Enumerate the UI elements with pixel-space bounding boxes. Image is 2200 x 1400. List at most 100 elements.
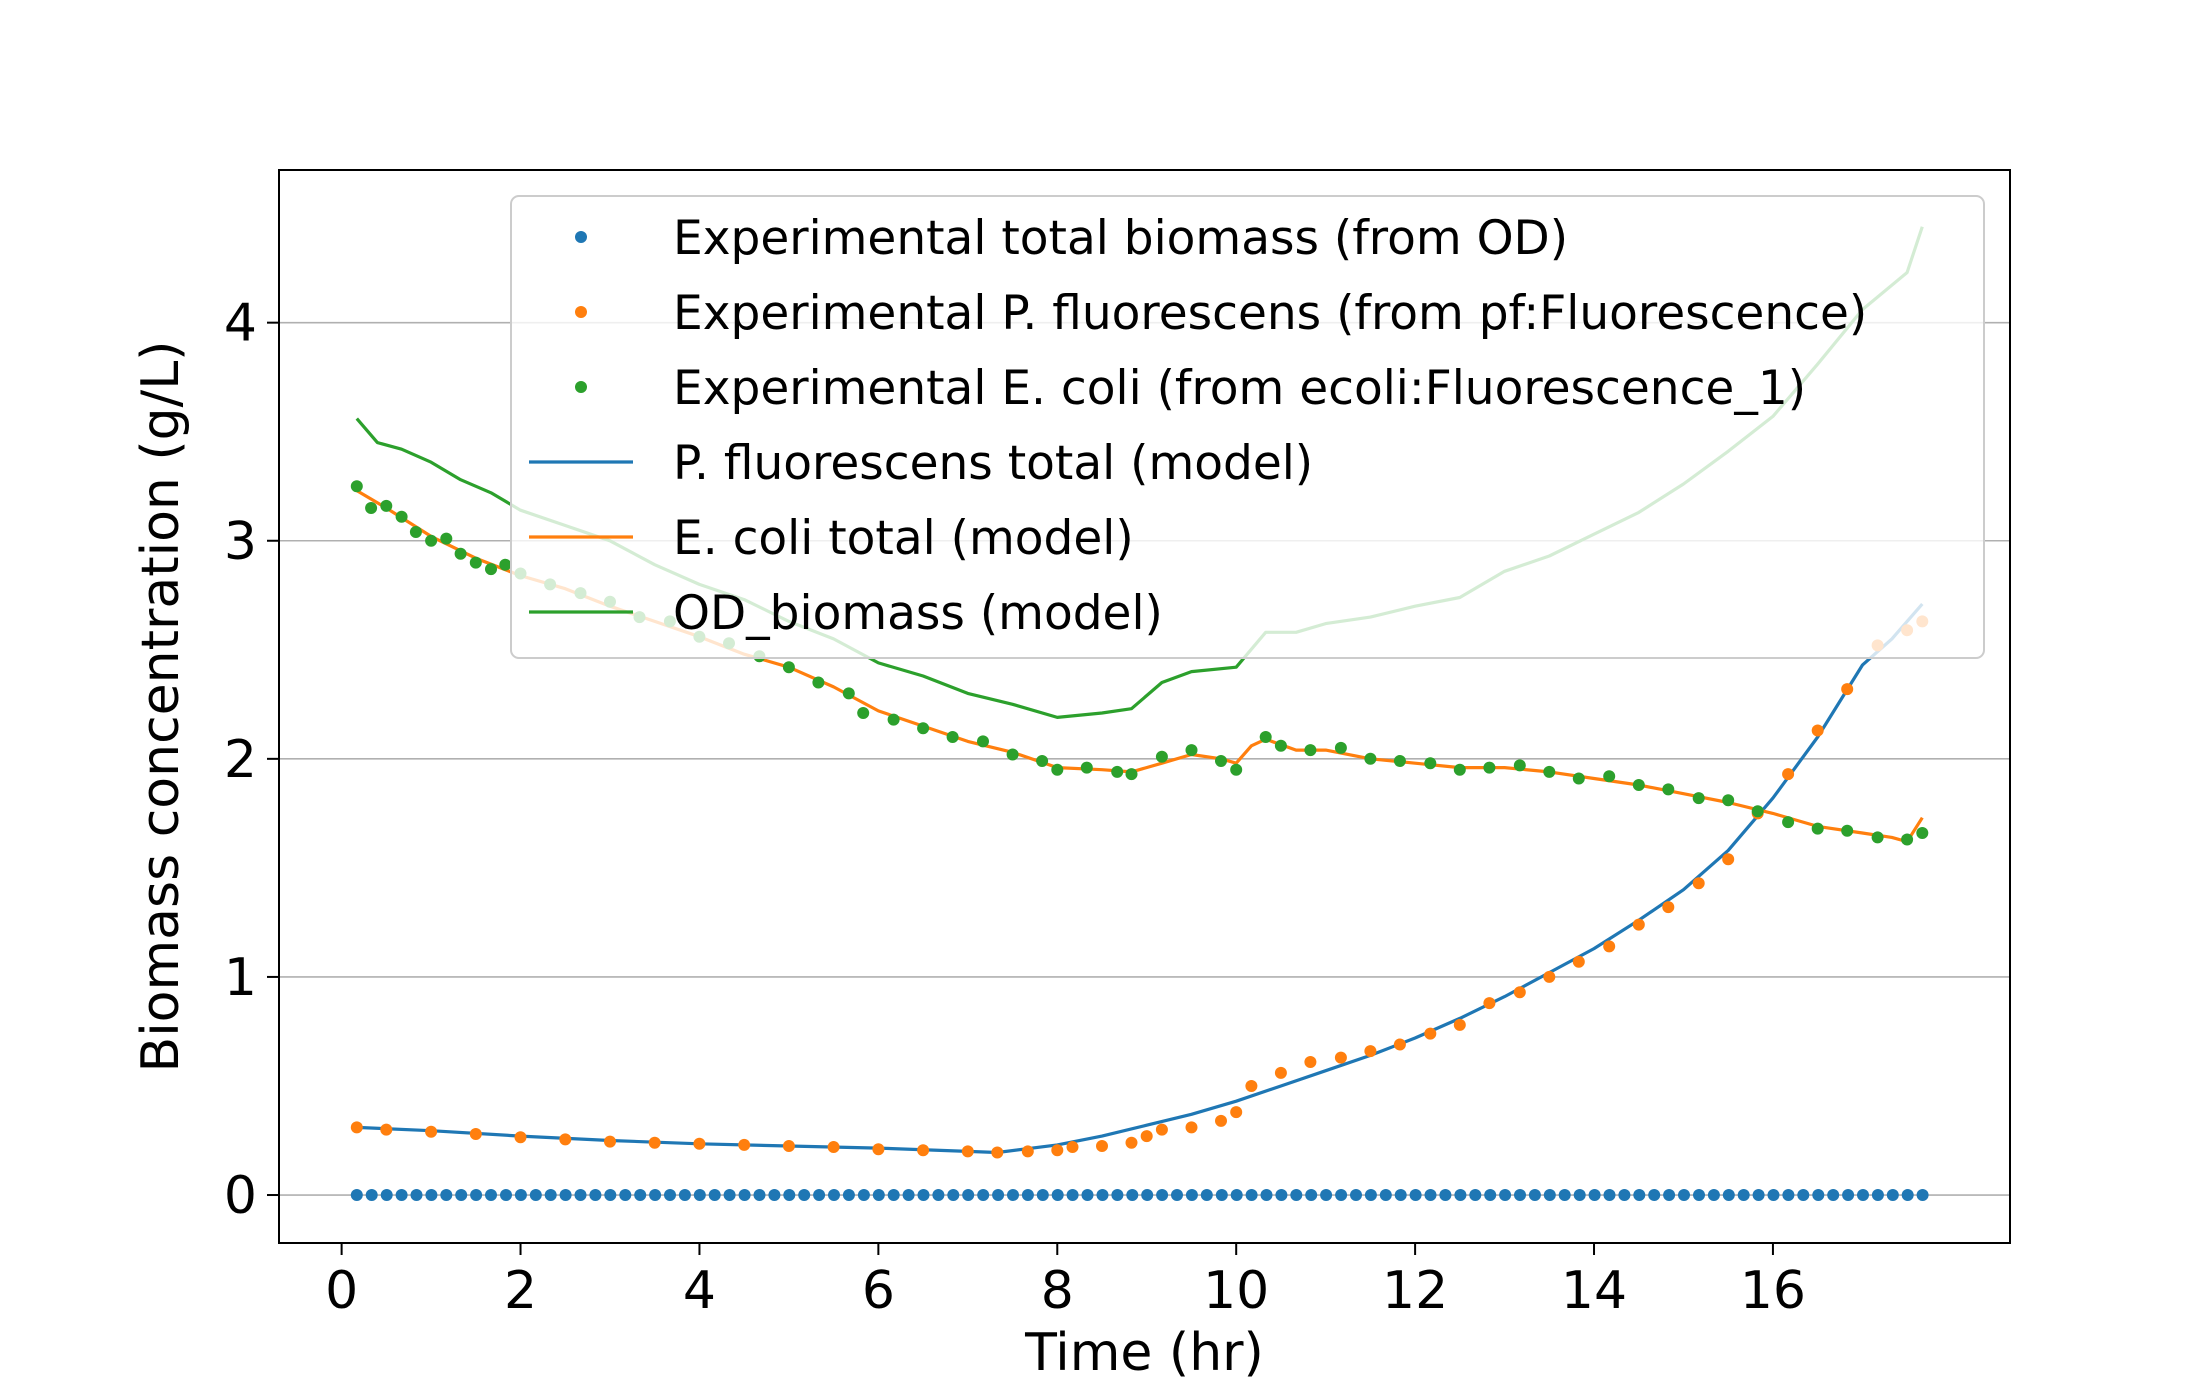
data-point [812,676,825,689]
data-point [350,1121,363,1134]
data-point [395,510,408,523]
data-point [1007,1189,1019,1201]
data-point [1573,1189,1586,1201]
data-point [1811,822,1824,835]
data-point [946,731,959,743]
data-point [1141,1189,1154,1201]
data-point [932,1189,945,1201]
data-point [693,1137,706,1150]
data-point [604,1135,616,1148]
data-point [1767,1189,1780,1201]
data-point [1304,1056,1317,1068]
data-point [1857,1189,1869,1201]
data-point [559,1133,572,1146]
data-point [1394,1189,1407,1201]
data-point [1125,768,1138,781]
data-point [649,1189,662,1201]
data-point [1648,1189,1661,1201]
data-point [1111,1189,1124,1201]
data-point [469,1128,482,1140]
data-point [1439,1189,1452,1201]
data-point [1737,1189,1750,1201]
data-point [1454,1189,1467,1201]
data-point [723,1189,736,1201]
legend-label: Experimental E. coli (from ecoli:Fluores… [673,361,1806,416]
data-point [1469,1189,1482,1201]
x-tick-label: 16 [1740,1261,1806,1321]
data-point [1021,1189,1034,1201]
data-point [1603,770,1616,783]
data-point [1632,779,1645,791]
data-point [1513,759,1526,772]
data-point [1707,1189,1720,1201]
data-point [395,1189,408,1201]
data-point [1842,1189,1855,1201]
data-point [1215,1189,1228,1201]
data-point [1036,1189,1049,1201]
data-point [485,1189,497,1201]
data-point [947,1189,960,1201]
data-point [440,1189,453,1201]
data-point [1722,853,1735,866]
data-point [962,1189,975,1201]
data-point [798,1189,811,1201]
data-point [1125,1136,1138,1149]
data-point [410,1189,423,1201]
legend: Experimental total biomass (from OD) Expe… [510,195,1985,659]
data-point [1632,918,1645,931]
data-point [887,1189,900,1201]
data-point [1259,731,1272,743]
data-point [1036,755,1049,767]
data-point [977,735,989,748]
x-axis-label: Time (hr) [1024,1323,1264,1383]
data-point [1901,833,1914,846]
data-point [1782,1189,1795,1201]
data-point [1528,1189,1541,1201]
data-point [1558,1189,1571,1201]
x-tick-label: 8 [1041,1261,1074,1321]
data-point [559,1189,572,1201]
data-point [917,1144,930,1157]
data-point [917,1189,930,1201]
data-point [1588,1189,1601,1201]
data-point [782,1140,795,1152]
data-point [1513,986,1526,999]
data-point [708,1189,721,1201]
data-point [961,1145,974,1158]
data-point [589,1189,602,1201]
data-point [485,563,497,576]
x-tick-label: 14 [1561,1261,1627,1321]
data-point [842,1189,855,1201]
y-tick-label: 2 [224,730,257,790]
data-point [1200,1189,1213,1201]
data-point [500,1189,512,1201]
data-point [1453,1018,1466,1031]
data-point [1290,1189,1303,1201]
data-point [782,661,795,674]
legend-marker [575,381,587,393]
data-point [1274,1066,1287,1079]
data-point [454,547,467,560]
data-point [991,1146,1004,1159]
data-point [1245,1189,1258,1201]
data-point [1393,755,1406,767]
data-point [1543,1189,1556,1201]
data-point [544,1189,557,1201]
data-point [350,480,363,493]
x-tick-label: 12 [1382,1261,1448,1321]
data-point [499,558,512,571]
data-point [842,687,855,700]
data-point [440,532,453,545]
data-point [380,499,393,512]
data-point [1722,1189,1735,1201]
data-point [1692,792,1705,805]
data-point [1275,1189,1288,1201]
data-point [1081,1189,1094,1201]
data-point [1572,955,1585,968]
data-point [1453,763,1466,776]
data-point [425,1125,438,1138]
data-point [1364,1045,1377,1058]
data-point [857,1189,870,1201]
